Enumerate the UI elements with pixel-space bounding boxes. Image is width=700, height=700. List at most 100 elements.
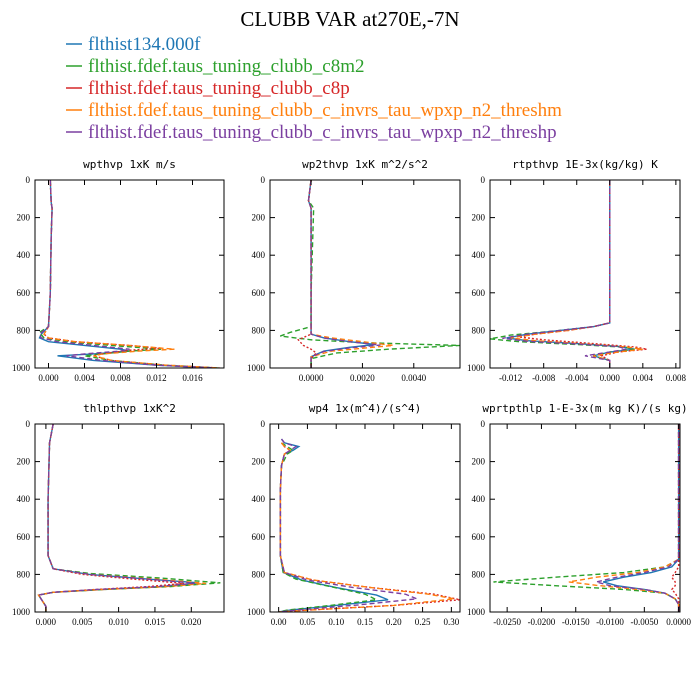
- y-tick-label: 0: [261, 419, 266, 429]
- series-line-2: [37, 424, 185, 612]
- x-tick-label: 0.0040: [401, 373, 426, 383]
- x-tick-label: 0.004: [74, 373, 95, 383]
- series-line-4: [307, 180, 381, 368]
- series-line-3: [278, 442, 455, 612]
- x-tick-label: 0.000: [36, 617, 57, 627]
- series-line-1: [278, 442, 379, 612]
- x-tick-label: 0.015: [145, 617, 166, 627]
- series-line-0: [602, 424, 680, 612]
- y-tick-label: 0: [26, 419, 31, 429]
- series-line-1: [280, 180, 460, 368]
- x-tick-label: 0.25: [415, 617, 431, 627]
- panels: wpthvp 1xK m/s0.000 0.004 0.008 0.012 0.0160…: [12, 158, 692, 627]
- y-tick-label: 200: [472, 213, 486, 223]
- y-tick-label: 0: [26, 175, 31, 185]
- series-line-2: [43, 180, 220, 368]
- series-line-1: [38, 180, 220, 368]
- y-tick-label: 0: [261, 175, 266, 185]
- y-tick-label: 200: [472, 457, 486, 467]
- panel-1: wp2thvp 1xK m^2/s^2 0.0000 0.0020 0.0040 0 20…: [247, 158, 461, 383]
- y-tick-label: 600: [472, 288, 486, 298]
- y-tick-label: 400: [472, 250, 486, 260]
- y-tick-label: 1000: [247, 363, 266, 373]
- y-tick-label: 800: [472, 325, 486, 335]
- x-tick-label: 0.0020: [350, 373, 375, 383]
- y-tick-label: 800: [252, 325, 266, 335]
- x-tick-label: -0.0150: [562, 617, 590, 627]
- y-tick-label: 1000: [467, 363, 486, 373]
- legend: flthist134.000f flthist.fdef.taus_tuning_…: [66, 34, 562, 143]
- x-tick-label: 0.008: [666, 373, 687, 383]
- series-group: [280, 180, 460, 368]
- y-tick-label: 1000: [467, 607, 486, 617]
- x-tick-label: 0.00: [271, 617, 287, 627]
- x-tick-label: -0.008: [532, 373, 556, 383]
- y-tick-label: 200: [17, 457, 31, 467]
- y-tick-label: 1000: [247, 607, 266, 617]
- y-tick-label: 800: [17, 569, 31, 579]
- legend-entry-0: flthist134.000f: [88, 34, 201, 55]
- plot-frame: [489, 179, 681, 369]
- x-tick-label: 0.008: [110, 373, 131, 383]
- panel-title: rtpthvp 1E-3x(kg/kg) K: [512, 158, 658, 171]
- x-tick-label: 0.0000: [299, 373, 324, 383]
- panel-title: wpthvp 1xK m/s: [83, 158, 176, 171]
- legend-entry-4: flthist.fdef.taus_tuning_clubb_c_invrs_t…: [88, 122, 557, 143]
- series-line-2: [518, 180, 648, 368]
- y-tick-label: 400: [17, 250, 31, 260]
- panel-title: wp2thvp 1xK m^2/s^2: [302, 158, 428, 171]
- series-line-0: [278, 438, 389, 612]
- plot-frame: [34, 179, 225, 369]
- series-group: [38, 180, 220, 368]
- x-tick-label: 0.004: [633, 373, 654, 383]
- y-tick-label: 200: [252, 213, 266, 223]
- series-line-4: [502, 180, 627, 368]
- x-tick-label: 0.016: [182, 373, 203, 383]
- x-tick-label: 0.20: [386, 617, 402, 627]
- y-tick-label: 800: [472, 569, 486, 579]
- y-tick-label: 400: [252, 494, 266, 504]
- y-tick-label: 200: [252, 457, 266, 467]
- series-line-4: [278, 438, 418, 612]
- series-line-3: [43, 180, 220, 368]
- x-tick-label: 0.020: [181, 617, 202, 627]
- x-tick-label: -0.0050: [630, 617, 658, 627]
- figure-title: CLUBB VAR at270E,-7N: [240, 7, 459, 31]
- series-group: [490, 180, 648, 368]
- x-tick-label: 0.005: [72, 617, 93, 627]
- series-line-2: [297, 180, 318, 368]
- y-tick-label: 600: [17, 532, 31, 542]
- series-group: [37, 424, 221, 612]
- y-tick-label: 400: [472, 494, 486, 504]
- y-tick-label: 1000: [12, 363, 31, 373]
- plot-frame: [269, 179, 461, 369]
- x-tick-label: 0.0000: [666, 617, 691, 627]
- series-line-4: [38, 180, 216, 368]
- series-line-3: [37, 424, 206, 612]
- x-tick-label: 0.000: [38, 373, 59, 383]
- x-tick-label: -0.012: [499, 373, 522, 383]
- panel-title: thlpthvp 1xK^2: [83, 402, 176, 415]
- series-line-3: [510, 180, 643, 368]
- y-tick-label: 800: [17, 325, 31, 335]
- panel-0: wpthvp 1xK m/s 0.000 0.004 0.008 0.012 0.016 0…: [12, 158, 225, 383]
- y-tick-label: 200: [17, 213, 31, 223]
- plot-frame: [34, 423, 225, 613]
- panel-5: wprtpthlp 1-E-3x(m kg K)/(s kg) -0.0250 -0…: [467, 402, 692, 627]
- x-tick-label: 0.10: [328, 617, 344, 627]
- panel-4: wp4 1x(m^4)/(s^4) 0.00 0.05 0.10 0.15 0.20 0.2…: [247, 402, 461, 627]
- y-tick-label: 600: [17, 288, 31, 298]
- series-line-2: [670, 424, 680, 612]
- panel-title: wp4 1x(m^4)/(s^4): [309, 402, 422, 415]
- legend-entry-2: flthist.fdef.taus_tuning_clubb_c8p: [88, 78, 350, 99]
- x-tick-label: 0.012: [146, 373, 166, 383]
- x-tick-label: -0.0100: [596, 617, 624, 627]
- x-tick-label: 0.05: [300, 617, 316, 627]
- y-tick-label: 400: [252, 250, 266, 260]
- panel-2: rtpthvp 1E-3x(kg/kg) K -0.012 -0.008 -0.004…: [467, 158, 686, 383]
- x-tick-label: -0.004: [565, 373, 589, 383]
- x-tick-label: 0.010: [108, 617, 129, 627]
- y-tick-label: 800: [252, 569, 266, 579]
- legend-entry-3: flthist.fdef.taus_tuning_clubb_c_invrs_t…: [88, 100, 562, 121]
